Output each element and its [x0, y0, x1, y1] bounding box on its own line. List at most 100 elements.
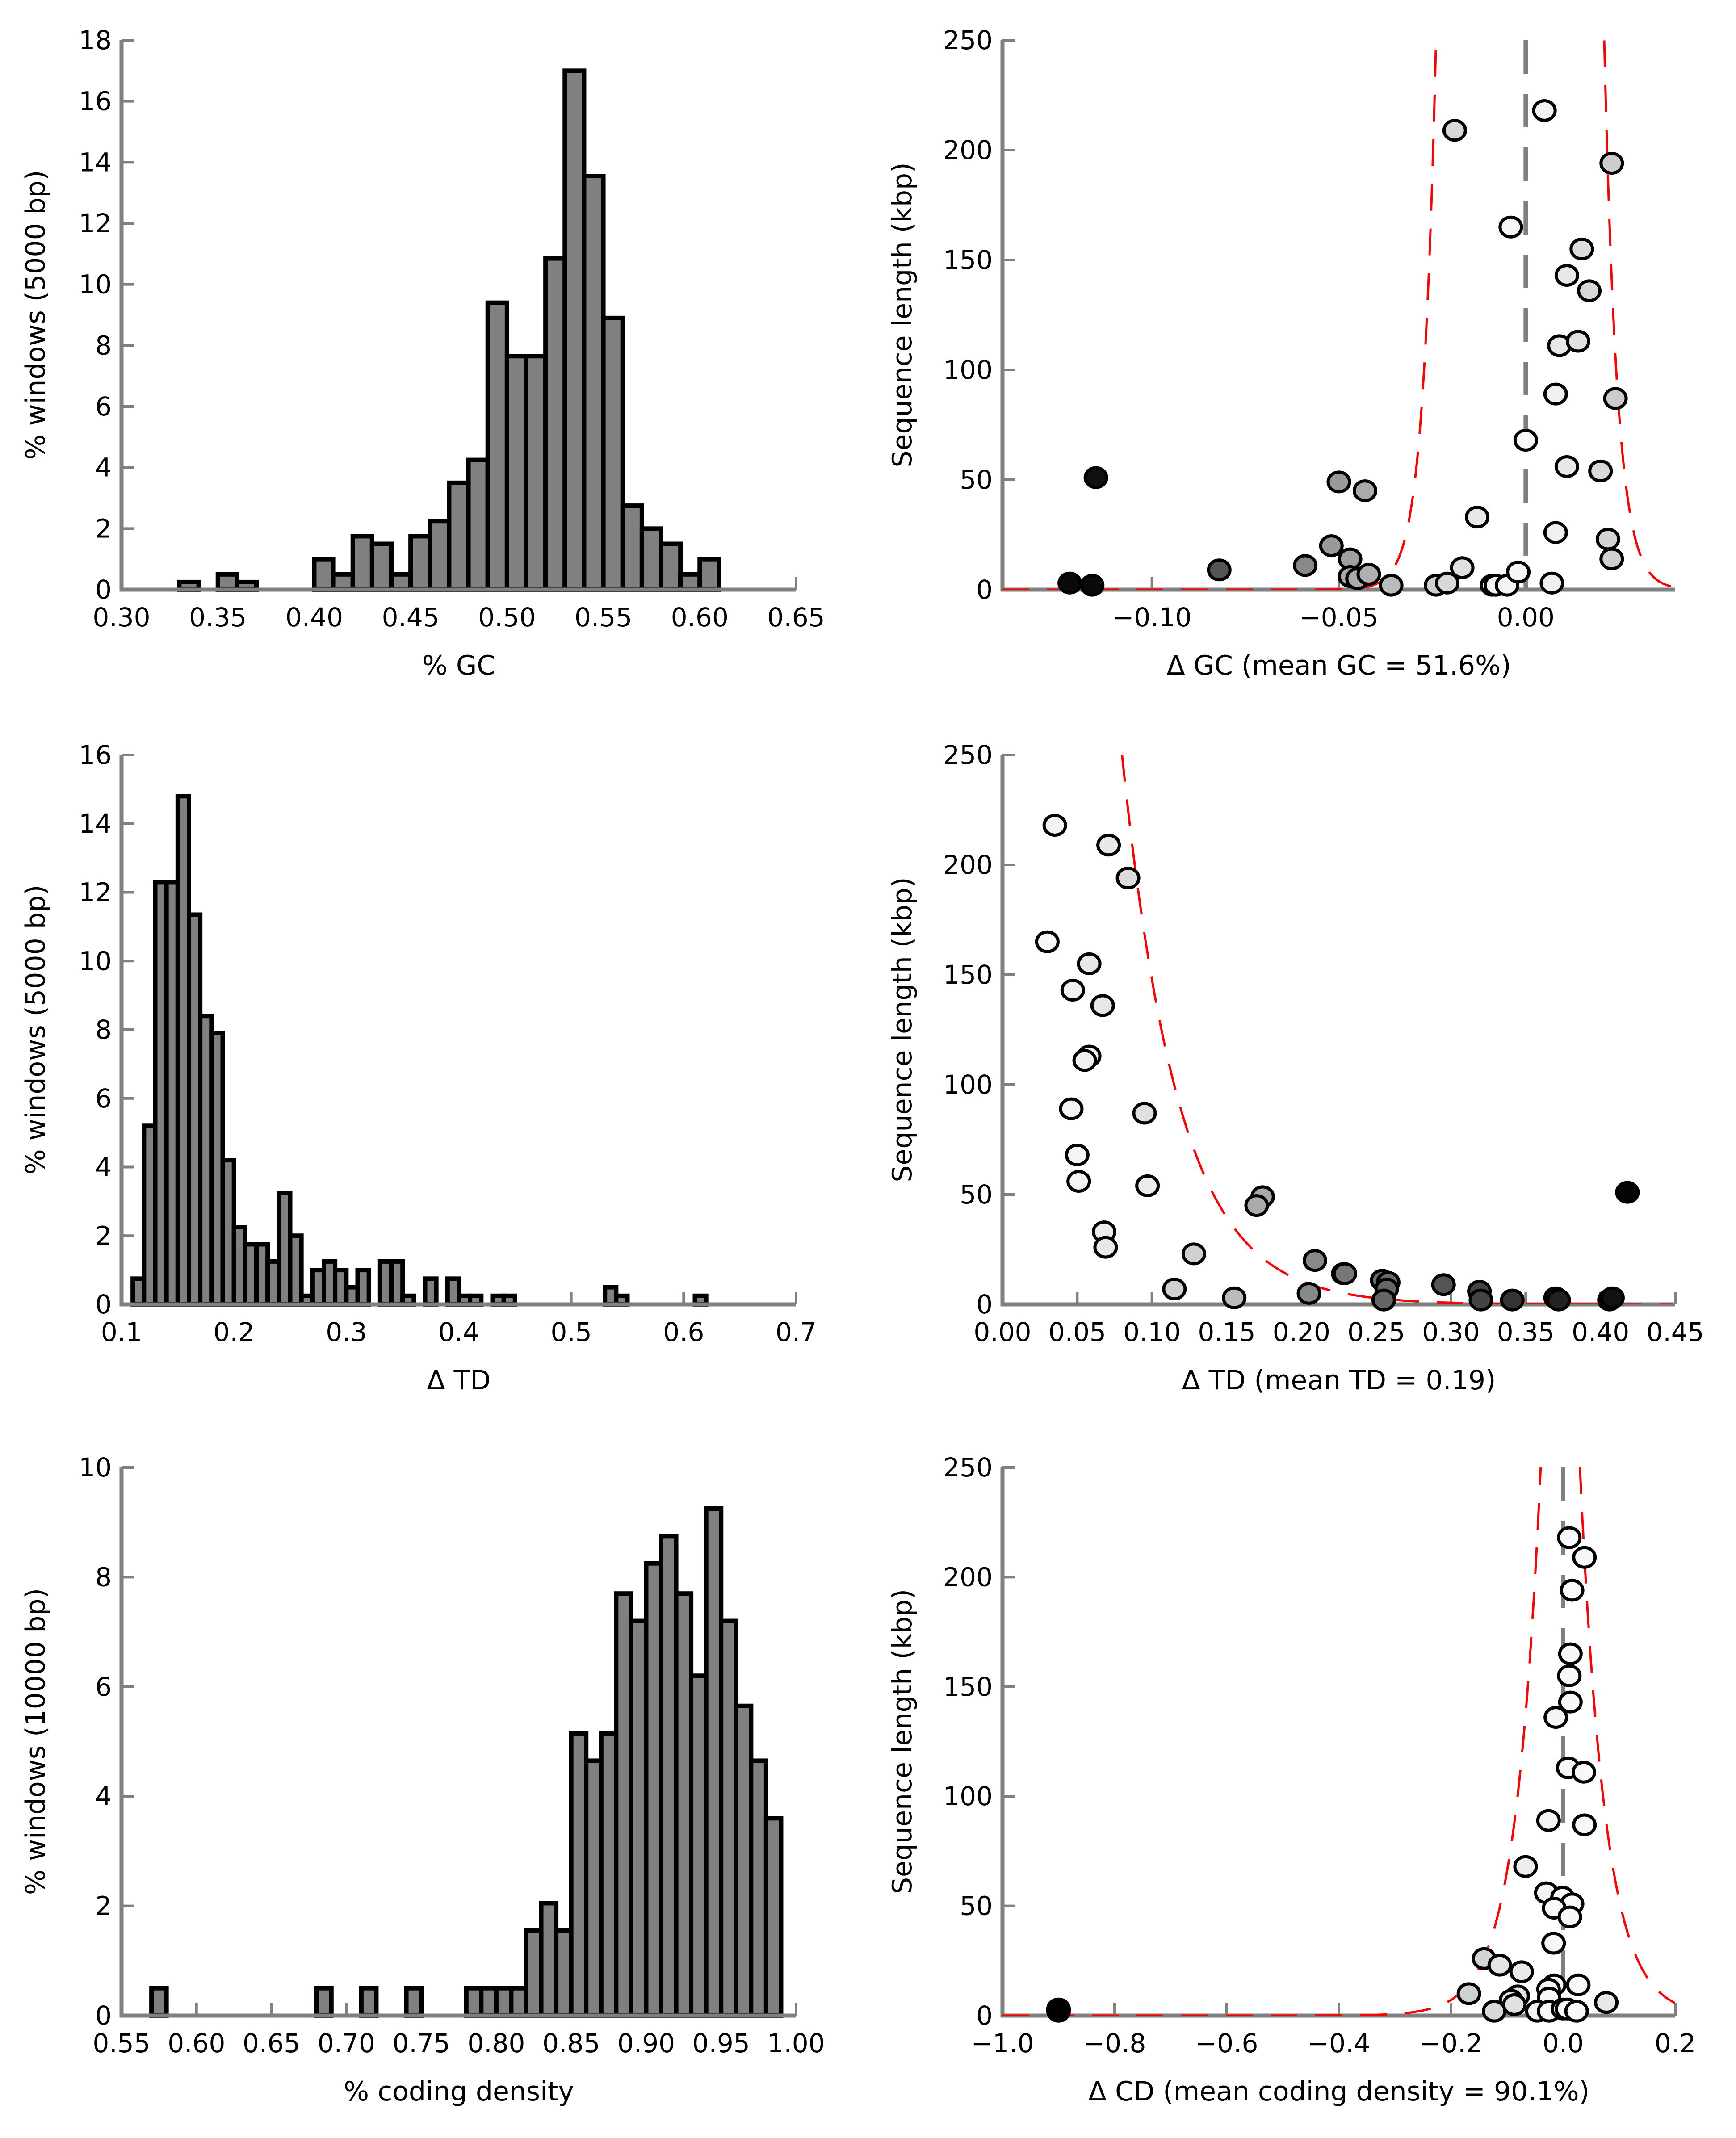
data-point: [1456, 1982, 1481, 2005]
data-point: [1090, 994, 1115, 1017]
data-point: [1059, 1097, 1084, 1120]
histogram-bar: [629, 1618, 649, 2018]
td-histogram-panel: 0 2 4 6 8 10 12 14 16 0.1 0.2 0.3 0.4 0.5 0.6 0.7 Δ TD % …: [20, 740, 817, 1396]
y-tick-label: 200: [943, 850, 993, 880]
y-tick-label: 200: [943, 1562, 993, 1592]
data-point: [1541, 1932, 1566, 1955]
histogram-bar: [763, 1816, 784, 2018]
y-tick-label: 2: [95, 513, 112, 544]
y-tick-label: 0: [976, 1289, 993, 1320]
x-tick-label: 0.2: [1655, 2028, 1696, 2058]
x-tick-label: −0.6: [1195, 2028, 1258, 2058]
histogram-bar: [719, 1618, 738, 2018]
x-tick-label: 0.55: [574, 602, 632, 633]
x-tick-label: 0.00: [973, 1317, 1031, 1347]
y-axis-title: Sequence length (kbp): [887, 877, 918, 1182]
gc-scatter-panel: 0 50 100 150 200 250 −0.10 −0.05 0.00 Δ GC (mean …: [887, 25, 1675, 681]
x-axis-title: % coding density: [344, 2076, 574, 2107]
data-point: [1603, 387, 1628, 410]
data-point: [1293, 554, 1318, 577]
y-tick-label: 0: [95, 574, 112, 605]
fit-curve: [1002, 40, 1437, 590]
data-point: [1135, 1174, 1160, 1197]
x-tick-label: 0.50: [478, 602, 536, 633]
x-tick-label: 0.00: [1497, 602, 1555, 633]
y-tick-label: 0: [976, 2000, 993, 2031]
data-point: [1557, 1526, 1582, 1549]
data-point: [1513, 1855, 1538, 1878]
y-tick-label: 14: [79, 809, 112, 839]
y-tick-label: 16: [79, 86, 112, 117]
histogram-bar: [428, 519, 452, 592]
x-tick-label: 0.90: [617, 2028, 675, 2058]
y-tick-label: 50: [960, 465, 993, 495]
data-point: [1506, 561, 1531, 584]
x-tick-label: 0.10: [1123, 1317, 1181, 1347]
y-tick-label: 14: [79, 147, 112, 177]
data-point: [1356, 563, 1381, 586]
histogram-bar: [355, 1268, 371, 1307]
y-tick-label: 150: [943, 1672, 993, 1702]
x-tick-label: 0.60: [168, 2028, 225, 2058]
data-point: [1571, 1761, 1596, 1784]
data-point: [1066, 1170, 1091, 1193]
data-point: [1594, 1991, 1619, 2014]
y-tick-label: 12: [79, 208, 112, 239]
x-tick-label: −0.8: [1083, 2028, 1146, 2058]
histogram-bar: [582, 174, 606, 592]
data-point: [1599, 152, 1624, 175]
histogram-bar: [331, 572, 355, 592]
x-tick-label: 0.1: [101, 1317, 142, 1347]
data-point: [1207, 558, 1232, 582]
histogram-bar: [554, 1928, 574, 2018]
data-point: [1468, 1288, 1493, 1312]
y-tick-label: 6: [95, 1672, 112, 1702]
data-point: [1565, 330, 1590, 353]
y-tick-label: 150: [943, 960, 993, 990]
data-point: [1569, 237, 1594, 260]
data-point: [1564, 2000, 1589, 2023]
x-tick-label: 0.05: [1048, 1317, 1106, 1347]
histogram-bar: [639, 526, 664, 592]
y-tick-label: 50: [960, 1891, 993, 1921]
data-point: [1543, 521, 1568, 544]
x-tick-label: 0.6: [663, 1317, 704, 1347]
data-point: [1093, 1236, 1118, 1259]
y-tick-label: 2: [95, 1891, 112, 1921]
data-point: [1435, 571, 1460, 595]
y-tick-label: 150: [943, 245, 993, 275]
y-tick-label: 250: [943, 740, 993, 770]
x-tick-label: 0.30: [1422, 1317, 1480, 1347]
x-tick-label: 0.30: [92, 602, 150, 633]
y-tick-label: 6: [95, 391, 112, 422]
y-tick-label: 50: [960, 1179, 993, 1210]
histogram-bar: [543, 256, 567, 592]
gc-histogram-panel: 0 2 4 6 8 10 12 14 16 18 0.30 0.35 0.40 0.45 0.50 0.55 0…: [20, 25, 825, 681]
x-axis-title: Δ TD (mean TD = 0.19): [1182, 1365, 1496, 1396]
y-tick-label: 12: [79, 877, 112, 908]
data-point: [1450, 556, 1475, 579]
histogram-bar: [674, 1591, 694, 2018]
histogram-bar: [599, 1731, 619, 2018]
data-point: [1046, 2000, 1071, 2023]
histogram-bar: [359, 1986, 379, 2018]
y-tick-label: 0: [95, 1289, 112, 1320]
histogram-bar: [350, 534, 374, 592]
data-point: [1072, 1049, 1097, 1072]
y-tick-label: 10: [79, 269, 112, 300]
x-tick-label: 0.4: [438, 1317, 479, 1347]
x-tick-label: 0.60: [671, 602, 729, 633]
data-point: [1162, 1278, 1187, 1301]
x-tick-label: 0.55: [92, 2028, 150, 2058]
histogram-bar: [704, 1506, 724, 2018]
data-point: [1326, 470, 1351, 494]
x-tick-label: 0.35: [1497, 1317, 1555, 1347]
data-point: [1554, 455, 1579, 478]
data-point: [1554, 264, 1579, 287]
x-tick-label: 0.65: [767, 602, 825, 633]
fit-curve: [1603, 40, 1675, 589]
x-tick-label: 0.70: [318, 2028, 375, 2058]
y-tick-label: 100: [943, 1069, 993, 1100]
data-point: [1543, 382, 1568, 406]
